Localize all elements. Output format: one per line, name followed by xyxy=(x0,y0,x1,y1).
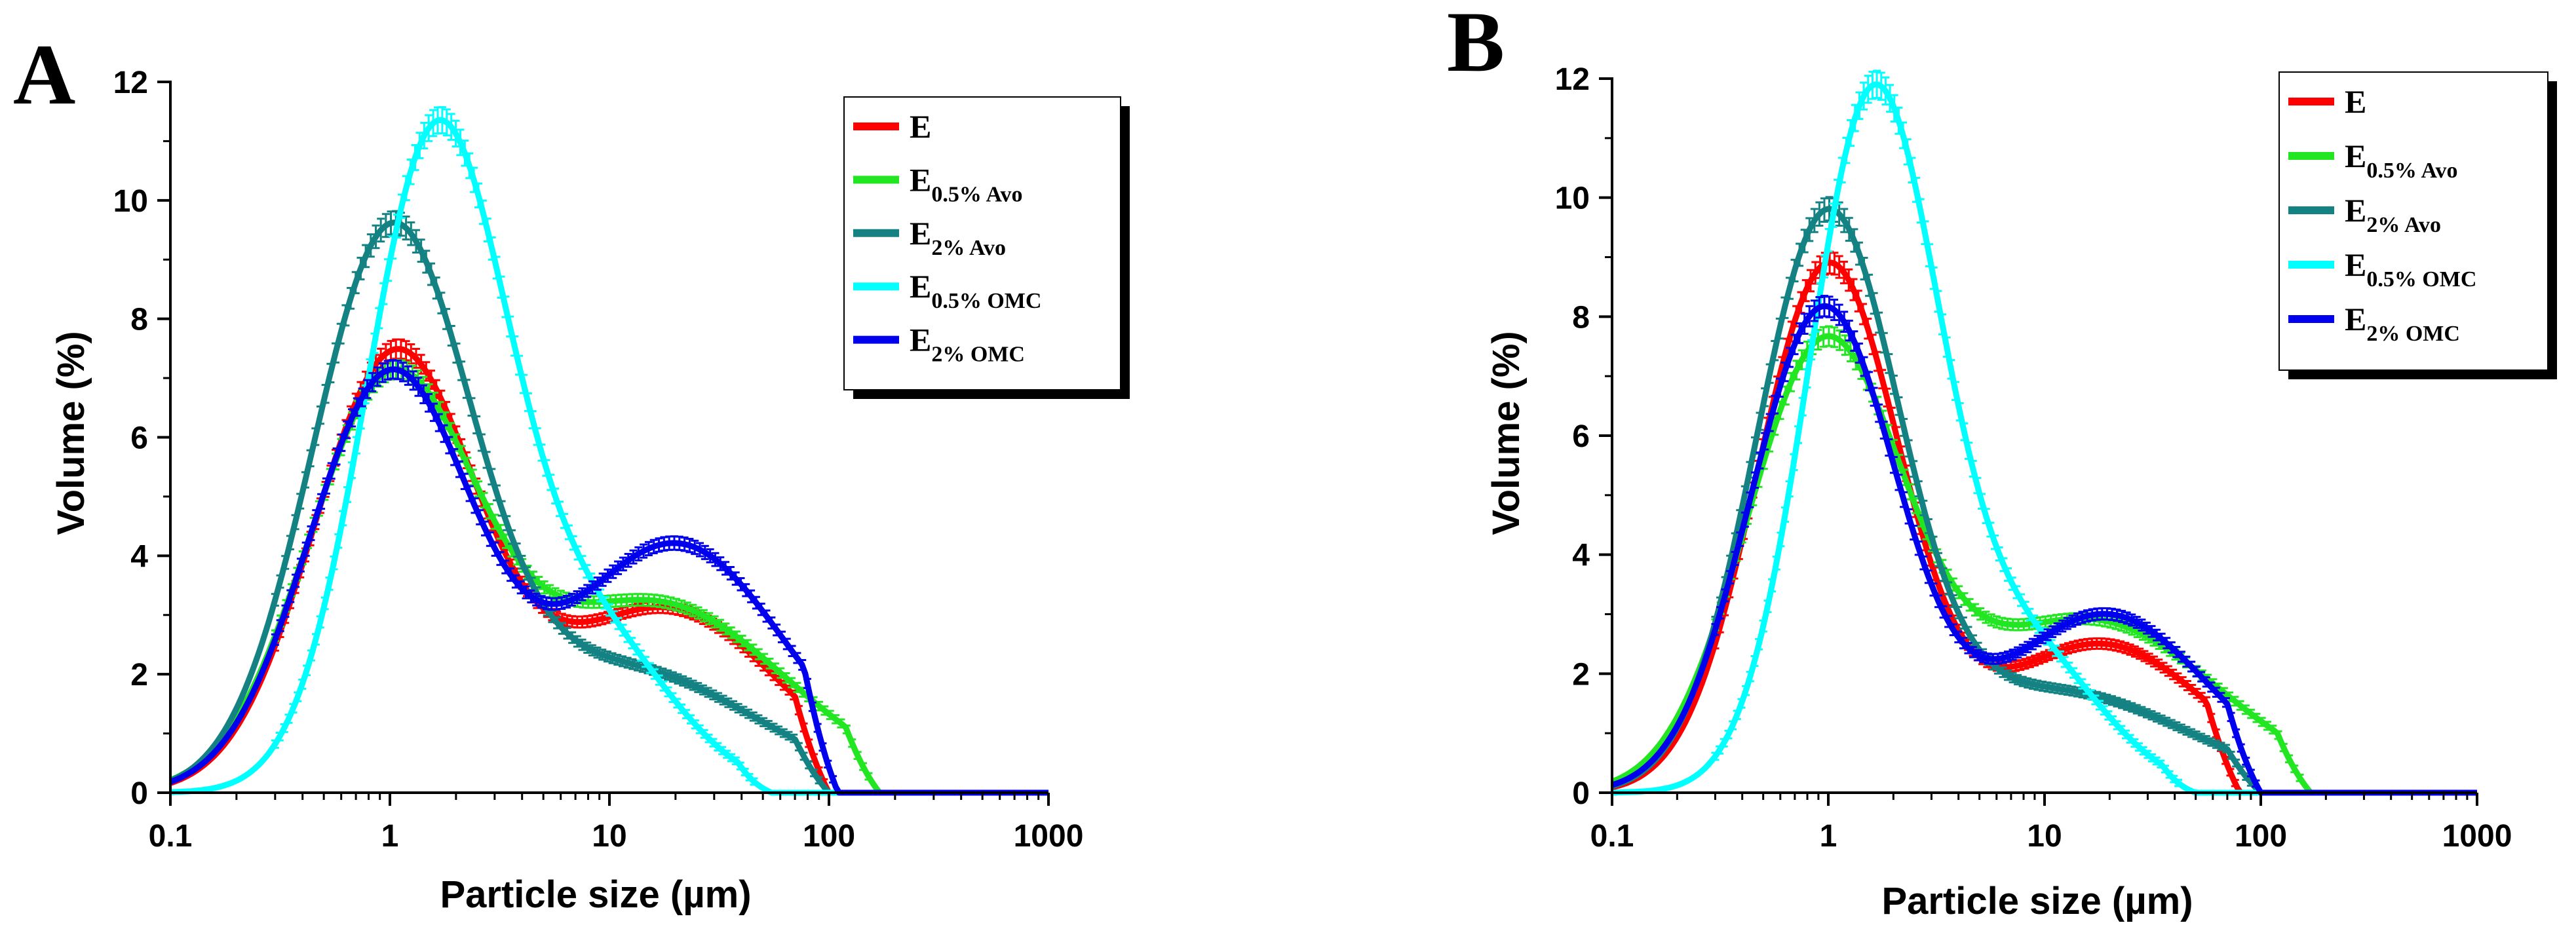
legend-entry: E2% Avo xyxy=(910,215,1006,260)
legend-entry: E2% OMC xyxy=(2345,301,2460,346)
series-e2-omc xyxy=(169,358,1048,796)
x-tick-label: 10 xyxy=(2027,819,2062,854)
y-tick-label: 12 xyxy=(113,66,148,100)
y-tick-label: 4 xyxy=(1572,539,1590,573)
y-tick-label: 6 xyxy=(1572,419,1590,454)
y-tick-label: 2 xyxy=(130,658,148,692)
legend-entry: E0.5% OMC xyxy=(910,268,1041,313)
y-tick-label: 8 xyxy=(130,303,148,337)
x-tick-label: 1 xyxy=(1820,819,1837,854)
y-tick-label: 6 xyxy=(130,421,148,456)
x-tick-label: 100 xyxy=(803,819,855,854)
y-tick-label: 0 xyxy=(130,776,148,811)
y-tick-label: 0 xyxy=(1572,776,1590,811)
y-axis-title: Volume (%) xyxy=(1485,331,1528,535)
x-tick-label: 0.1 xyxy=(1590,819,1634,854)
y-axis-title: Volume (%) xyxy=(50,331,92,535)
y-tick-label: 10 xyxy=(113,184,148,219)
x-tick-label: 10 xyxy=(592,819,626,854)
series-line xyxy=(1611,333,2477,796)
legend-entry: E xyxy=(910,108,931,145)
panel-letter: A xyxy=(13,26,75,123)
x-tick-label: 1000 xyxy=(2442,819,2512,854)
x-tick-label: 1000 xyxy=(1014,819,1084,854)
legend: E E0.5% Avo E2% Avo E0.5% OMC E2% OMC xyxy=(2278,71,2557,379)
legend-entry: E2% OMC xyxy=(910,322,1025,367)
x-tick-label: 1 xyxy=(381,819,399,854)
x-axis-title: Particle size (µm) xyxy=(440,873,751,916)
x-tick-label: 0.1 xyxy=(149,819,193,854)
y-tick-label: 10 xyxy=(1555,181,1590,216)
x-tick-label: 100 xyxy=(2235,819,2287,854)
y-tick-label: 2 xyxy=(1572,657,1590,692)
panel-letter: B xyxy=(1447,0,1505,90)
legend-entry: E2% Avo xyxy=(2345,192,2441,237)
legend-entry: E0.5% Avo xyxy=(2345,138,2458,183)
legend: E E0.5% Avo E2% Avo E0.5% OMC E2% OMC xyxy=(843,96,1130,399)
legend-entry: E0.5% OMC xyxy=(2345,246,2476,292)
y-tick-label: 8 xyxy=(1572,300,1590,335)
legend-entry: E xyxy=(2345,83,2366,120)
y-tick-label: 4 xyxy=(130,539,148,574)
x-axis-title: Particle size (µm) xyxy=(1881,880,2193,922)
legend-entry: E0.5% Avo xyxy=(910,161,1023,206)
series-line xyxy=(169,366,1048,796)
panel-a: A 0.1 1 10 100 1000 0 2 4 6 8 10 12 Particle size (… xyxy=(13,26,1130,916)
y-tick-label: 12 xyxy=(1555,62,1590,97)
panel-b: B 0.1 1 10 100 1000 0 2 4 6 8 10 12 Particle size (… xyxy=(1447,0,2557,922)
